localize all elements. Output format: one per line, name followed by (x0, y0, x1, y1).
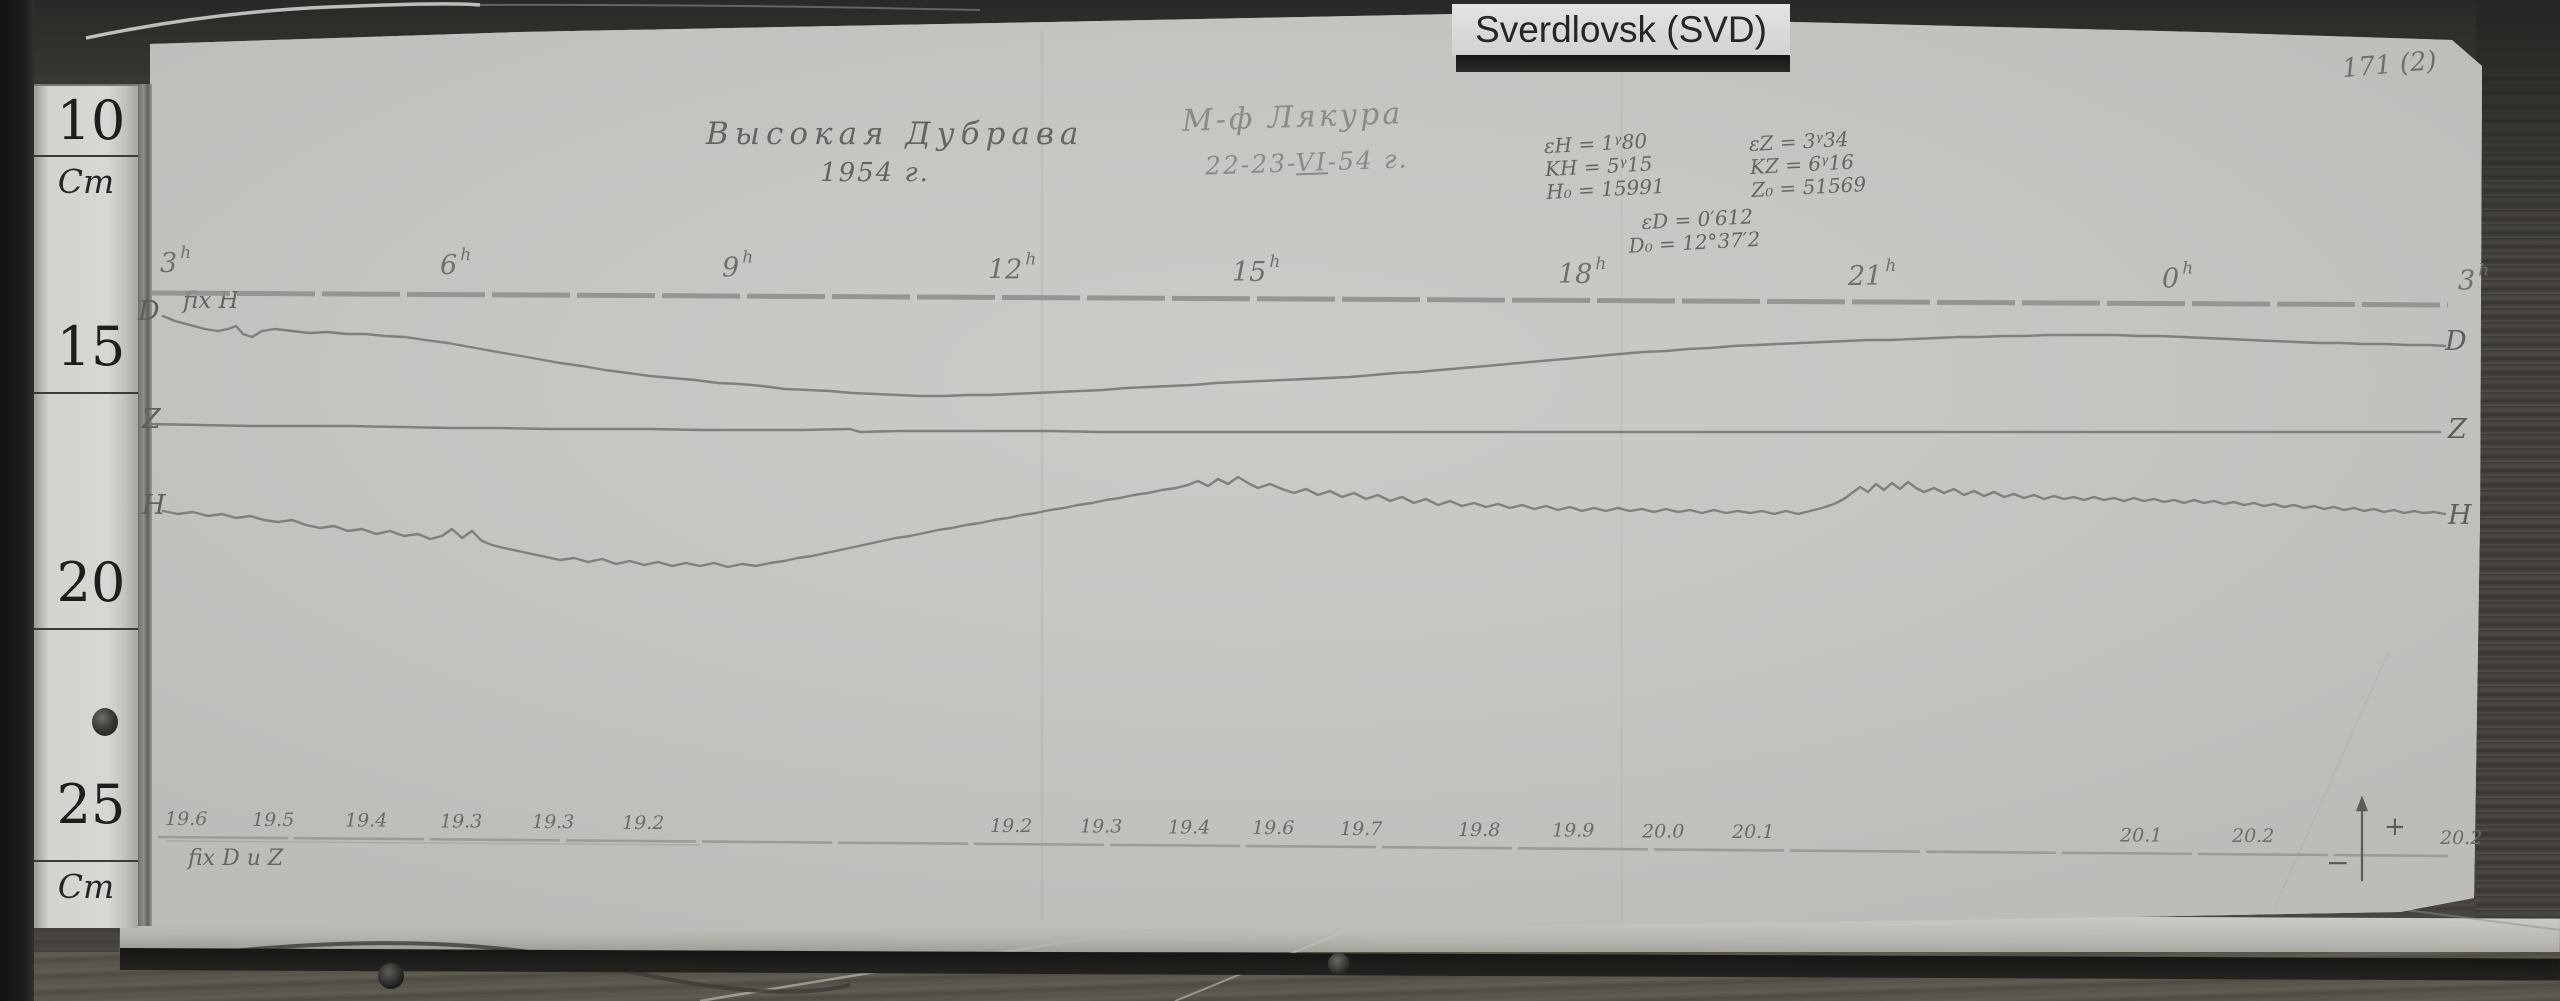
hour-tick-label: 21 h (1847, 256, 1896, 292)
centimeter-ruler: 10 Cm 15 20 25 Cm (34, 84, 138, 928)
temperature-value: 20.0 (1641, 820, 1684, 842)
ruler-line (34, 860, 138, 862)
ruler-mark-20: 20 (56, 551, 126, 614)
ruler-line (34, 155, 138, 157)
temperature-value: 20.1 (2119, 824, 2162, 846)
trace-Z (148, 422, 2442, 434)
temperature-value: 19.9 (1552, 820, 1594, 842)
temperature-value: 19.6 (165, 808, 207, 830)
temperature-value: 20.1 (1731, 821, 1774, 843)
trace-D (161, 314, 2447, 398)
temperature-value: 19.3 (532, 811, 574, 833)
wood-left-strip (0, 0, 34, 1001)
observatory-year: 1954 г. (820, 158, 930, 188)
observatory-title: Высокая Дубрава (706, 116, 1085, 152)
station-label-shadow (1456, 55, 1790, 72)
time-axis (151, 290, 2449, 308)
temperature-value: 19.2 (622, 812, 664, 834)
temperature-value: 19.5 (252, 809, 294, 831)
temperature-value: 19.7 (1340, 818, 1383, 840)
trace-label-h-left: H (142, 490, 166, 521)
wood-right-shade (2476, 0, 2560, 260)
ruler-mark-10: 10 (56, 89, 126, 152)
ruler-paper-gap (138, 84, 152, 926)
trace-label-h-right: H (2448, 500, 2472, 531)
temperature-value: 19.4 (1168, 816, 1210, 838)
hour-tick-label: 12 h (988, 250, 1036, 286)
trace-label-d-right: D (2445, 326, 2467, 357)
trace-label-d-left: D (138, 296, 160, 327)
temperature-baseline-echo (165, 840, 701, 846)
trace-label-z-right: Z (2448, 414, 2467, 445)
trace-label-z-left: Z (142, 404, 161, 435)
temperature-value: 19.6 (1252, 817, 1294, 839)
screw-icon (1328, 953, 1350, 975)
ruler-mark-15: 15 (56, 315, 126, 378)
trace-H (161, 475, 2447, 569)
temperature-value: 20.2 (2231, 825, 2274, 847)
fix-dz-note: fix D и Z (188, 846, 284, 871)
station-name-label: Sverdlovsk (SVD) (1452, 4, 1790, 56)
ruler-line (34, 628, 138, 630)
ruler-screw-icon (92, 708, 118, 736)
paper-crease (1620, 20, 1623, 920)
temperature-value: 19.3 (1080, 816, 1122, 838)
polarity-arrowhead (2356, 795, 2368, 812)
polarity-plus-sign: + (2384, 812, 2406, 842)
temperature-value: 19.3 (440, 810, 482, 832)
temperature-value: 20.2 (2439, 827, 2482, 849)
hour-tick-label: 18 h (1558, 254, 1606, 290)
ruler-unit-label: Cm (57, 162, 115, 201)
temperature-baseline (157, 835, 2449, 858)
ruler-unit-label: Cm (57, 867, 115, 906)
temperature-value: 19.8 (1458, 819, 1500, 841)
screw-icon (378, 963, 404, 989)
paper-crease (1040, 30, 1044, 920)
temperature-value: 19.2 (990, 815, 1032, 837)
hour-tick-label: 15 h (1232, 252, 1280, 288)
temperature-value: 19.4 (345, 810, 387, 832)
ruler-mark-25: 25 (56, 773, 126, 836)
ruler-line (34, 392, 138, 394)
